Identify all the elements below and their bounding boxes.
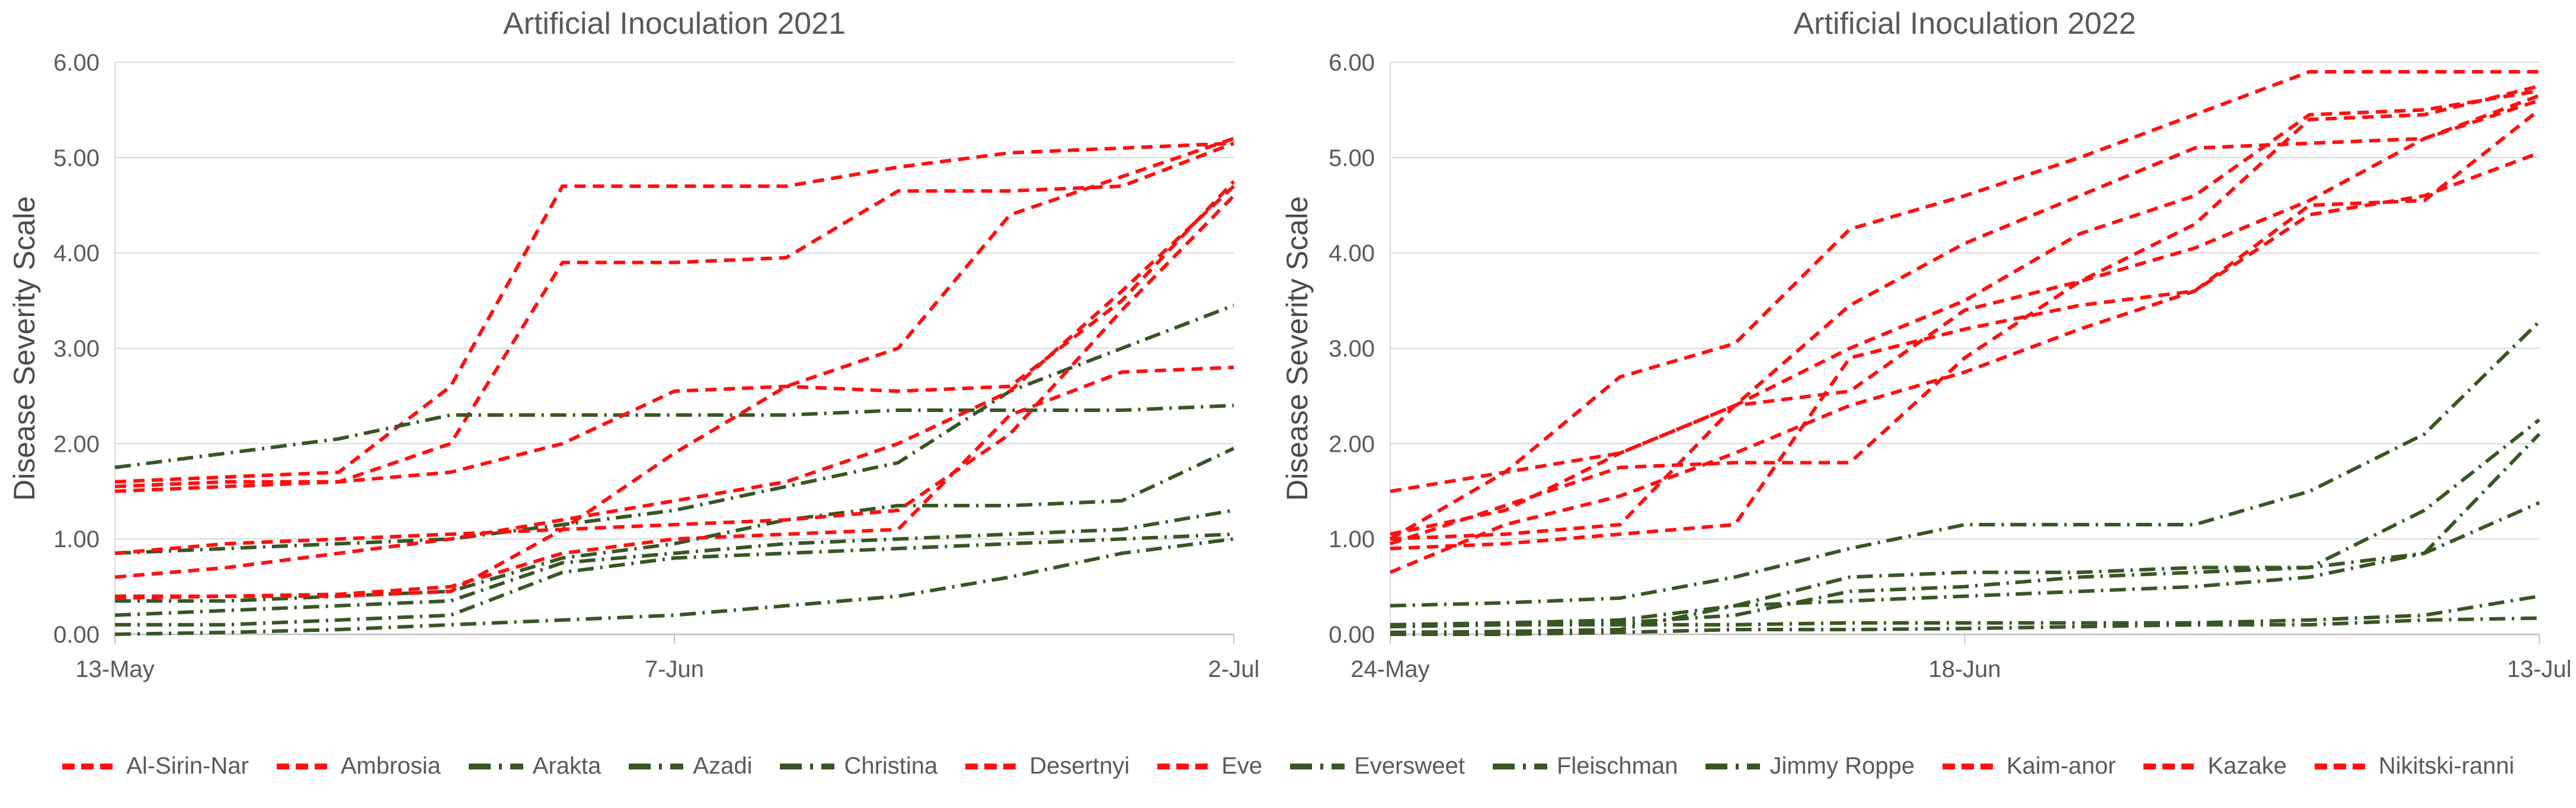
legend-item-fleischman: Fleischman [1492, 753, 1678, 780]
series-line-arakta [114, 404, 1234, 470]
chart-title-2021: Artificial Inoculation 2021 [503, 7, 846, 41]
legend-label: Eversweet [1354, 753, 1465, 779]
series-line-christina [115, 446, 1235, 603]
legend-label: Arakta [532, 753, 601, 779]
y-tick-label: 1.00 [53, 526, 100, 552]
legend-swatch-red-dash-icon [2314, 763, 2369, 769]
y-tick-label: 4.00 [1329, 241, 1375, 267]
legend-item-eve: Eve [1157, 753, 1262, 780]
series-line-azadi [1390, 418, 2540, 627]
legend-swatch-red-dash-icon [965, 763, 1020, 769]
series-line-eve [1390, 94, 2540, 541]
legend-item-desertnyi: Desertnyi [965, 753, 1129, 780]
y-tick-label: 0.00 [1329, 622, 1375, 648]
legend-item-eversweet: Eversweet [1289, 753, 1465, 780]
series-line-al-sirin-nar [1389, 70, 2539, 541]
legend-swatch-red-dash-icon [62, 763, 117, 769]
legend-item-arakta: Arakta [468, 753, 601, 780]
legend-label: Ambrosia [340, 753, 441, 779]
legend-label: Desertnyi [1029, 753, 1130, 779]
series-line-ambrosia [1390, 84, 2540, 546]
legend-swatch-green-dash-icon [1492, 763, 1547, 769]
series-line-eversweet [114, 508, 1234, 617]
legend-swatch-red-dash-icon [1157, 763, 1212, 769]
x-tick-label: 24-May [1351, 656, 1429, 682]
y-tick-label: 5.00 [1329, 145, 1375, 171]
chart-title-2022: Artificial Inoculation 2022 [1793, 7, 2136, 41]
legend-label: Nikitski-ranni [2378, 753, 2514, 779]
x-tick-label: 13-May [75, 656, 154, 682]
y-tick-label: 1.00 [1329, 526, 1375, 552]
y-tick-label: 0.00 [53, 622, 100, 648]
legend: Al-Sirin-Nar Ambrosia Arakta Azadi Christina… [0, 753, 2576, 780]
x-tick-label: 2-Jul [1208, 656, 1260, 682]
legend-item-al-sirin-nar: Al-Sirin-Nar [62, 753, 249, 780]
y-tick-label: 6.00 [53, 50, 100, 76]
legend-swatch-red-dash-icon [2143, 763, 2199, 769]
series-line-kazake [1390, 108, 2540, 551]
series-line-desertnyi [1390, 89, 2540, 536]
series-line-nikitski-ranni [1389, 151, 2540, 574]
legend-item-kaim-anor: Kaim-anor [1942, 753, 2116, 780]
series-line-jimmy-roppe [1390, 616, 2540, 636]
series-line-eve [114, 180, 1236, 493]
legend-swatch-green-dash-icon [1290, 763, 1345, 769]
legend-item-christina: Christina [779, 753, 937, 780]
x-tick-label: 18-Jun [1928, 656, 2001, 682]
series-line-kazake [115, 194, 1236, 598]
legend-label: Fleischman [1556, 753, 1678, 779]
series-line-fleischman [1390, 594, 2540, 627]
legend-swatch-green-dash-icon [780, 763, 835, 769]
legend-swatch-green-dash-icon [1705, 763, 1761, 769]
legend-swatch-red-dash-icon [276, 763, 331, 769]
series-line-arakta [1390, 320, 2541, 608]
legend-item-nikitski-ranni: Nikitski-ranni [2314, 753, 2514, 780]
legend-label: Kazake [2207, 753, 2287, 779]
legend-swatch-red-dash-icon [1942, 763, 1997, 769]
y-tick-label: 6.00 [1329, 50, 1375, 76]
y-tick-label: 5.00 [53, 145, 100, 171]
plot-area-2022: 6.00 5.00 4.00 3.00 2.00 1.00 0.00 24-May 18-Jun… [1329, 50, 2572, 682]
y-tick-label: 2.00 [53, 431, 100, 457]
series-line-desertnyi [114, 136, 1234, 555]
legend-label: Jimmy Roppe [1769, 753, 1915, 779]
legend-swatch-green-dash-icon [629, 763, 684, 769]
legend-item-ambrosia: Ambrosia [276, 753, 441, 780]
x-tick-label: 13-Jul [2507, 656, 2572, 682]
legend-item-jimmy-roppe: Jimmy Roppe [1705, 753, 1915, 780]
series-line-nikitski-ranni [114, 365, 1234, 600]
legend-label: Kaim-anor [2006, 753, 2116, 779]
legend-label: Eve [1221, 753, 1263, 779]
y-tick-label: 2.00 [1329, 431, 1375, 457]
legend-label: Christina [844, 753, 938, 779]
x-tick-label: 7-Jun [645, 656, 704, 682]
series-line-eversweet [1390, 501, 2540, 634]
y-tick-label: 4.00 [53, 241, 100, 267]
legend-label: Azadi [693, 753, 753, 779]
series-line-kaim-anor [1390, 98, 2540, 493]
plot-area-2021: 6.00 5.00 4.00 3.00 2.00 1.00 0.00 13-May 7-Jun 2… [53, 50, 1260, 682]
legend-item-kazake: Kazake [2143, 753, 2287, 780]
legend-swatch-green-dash-icon [468, 763, 523, 769]
series-line-kaim-anor [114, 184, 1236, 579]
y-tick-label: 3.00 [1329, 336, 1375, 362]
y-tick-label: 3.00 [53, 336, 100, 362]
series-line-fleischman [115, 532, 1234, 627]
legend-item-azadi: Azadi [628, 753, 752, 780]
legend-label: Al-Sirin-Nar [126, 753, 249, 779]
series-line-al-sirin-nar [114, 141, 1234, 484]
